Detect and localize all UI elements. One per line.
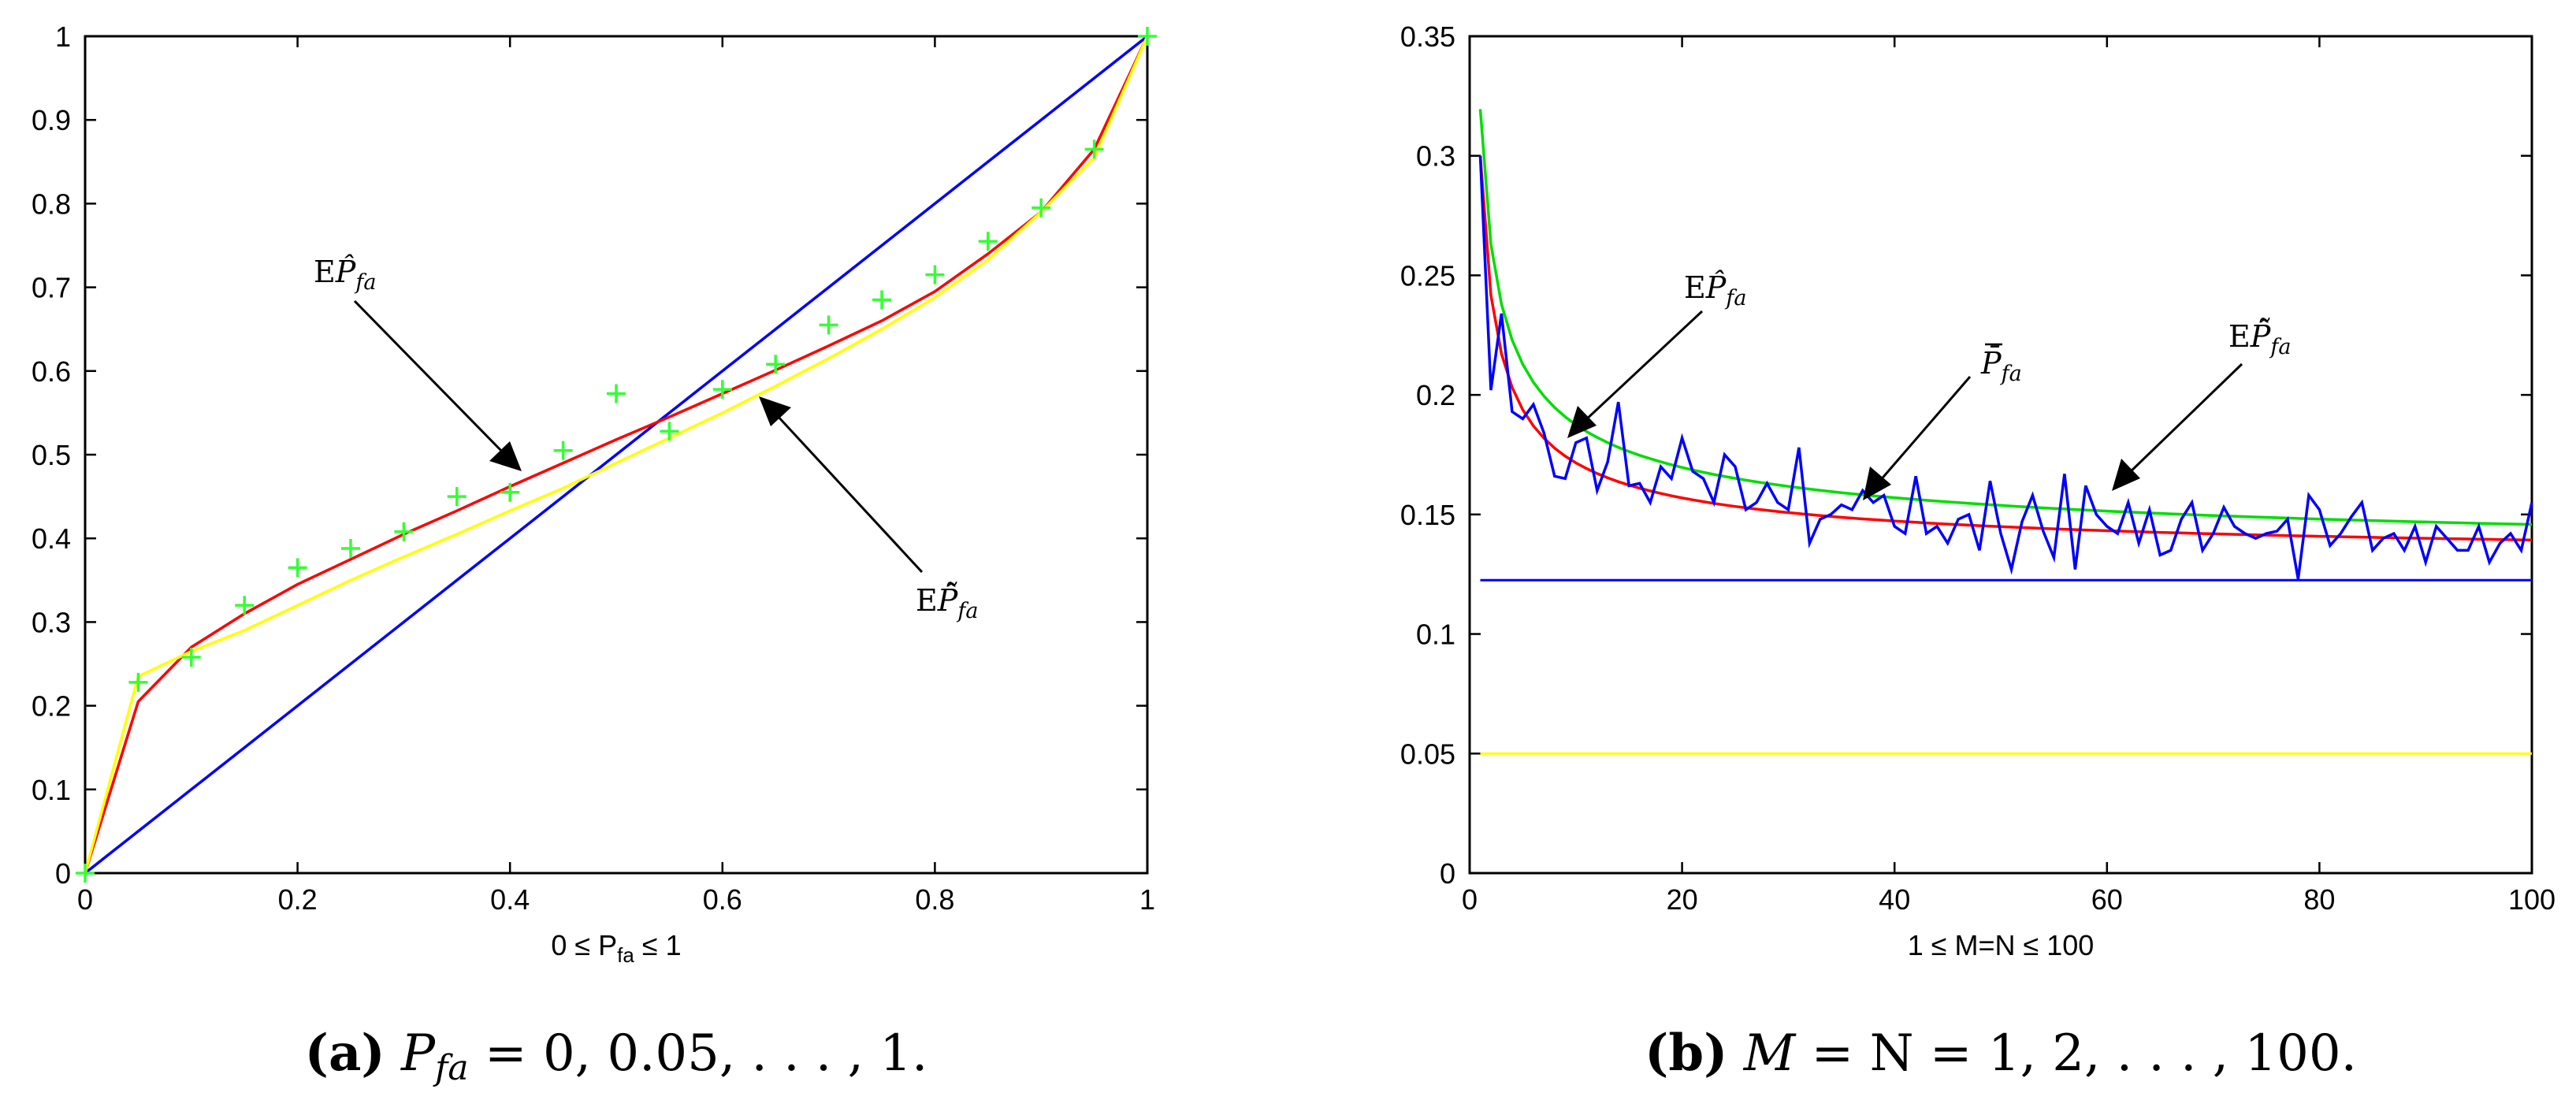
annotation-ehat-b-label: EP̂fa [1684,270,1746,310]
data-point-marker [660,422,679,441]
plot-area-b [1468,35,2533,875]
annotation-ehat-a-arrowhead [489,441,522,471]
annotation-ehattilde-a-arrowhead [759,396,791,426]
y-tick-label: 0.05 [1400,738,1455,770]
x-tick-label: 0.8 [915,883,954,916]
data-point-marker [819,315,838,335]
x-tick-label: 60 [2091,883,2123,916]
data-point-marker [1032,198,1051,217]
annotation-ehat-b-arrow [1582,310,1704,423]
y-tick-label: 0.35 [1400,20,1455,53]
x-tick-label: 0.6 [703,883,742,916]
data-point-marker [1084,139,1104,159]
x-tick-label: 20 [1667,883,1698,916]
axis-ticks-b: 0 20 40 60 80 100 0 0.05 0.1 0.15 0.2 0.25 0.3 0.35 [1400,20,2556,916]
x-axis-label-b: 1 ≤ M=N ≤ 100 [1908,929,2095,961]
series-layer-a [76,27,1157,883]
x-tick-label: 0 [1462,883,1478,916]
y-tick-label: 0.7 [32,272,71,304]
annotation-ehat-a: EP̂fa [314,255,522,471]
data-point-marker [978,232,998,251]
annotation-ehattilde-b-arrow [2126,362,2243,476]
chart-panel-a: 0 0.2 0.4 0.6 0.8 1 0 0.1 0.2 0.3 0.4 0.5 0.6 0.7 0.8 0… [32,20,1157,967]
x-tick-label: 0.2 [278,883,318,916]
data-point-marker [76,864,95,883]
x-tick-label: 100 [2508,883,2556,916]
data-point-marker [553,440,573,460]
data-point-marker [712,380,732,400]
data-point-marker [1138,27,1157,46]
y-tick-label: 0.25 [1400,259,1455,292]
chart-panel-b: 0 20 40 60 80 100 0 0.05 0.1 0.15 0.2 0.25 0.3 0.35 1… [1400,20,2556,961]
x-axis-label-a: 0 ≤ Pfa ≤ 1 [551,929,681,967]
x-tick-label: 80 [2303,883,2335,916]
data-point-marker [288,558,307,578]
annotation-pbar-b: P̄fa [1863,343,2022,500]
annotation-pbar-b-arrowhead [1863,467,1891,500]
annotation-ehattilde-b-arrowhead [2112,459,2140,491]
y-tick-label: 1 [55,20,71,53]
series-line-e-p-fa [1478,155,2533,542]
x-tick-label: 40 [1879,883,1910,916]
y-tick-label: 0.2 [32,690,71,723]
y-tick-label: 0.15 [1400,499,1455,531]
data-point-marker [500,482,520,502]
series-line-diagonal [84,35,1149,875]
data-point-marker [925,265,945,284]
annotation-ehat-b: EP̂fa [1567,270,1746,438]
y-tick-label: 0.1 [32,774,71,806]
caption-b: (b) M = N = 1, 2, . . . , 100. [1645,1024,2357,1083]
y-tick-label: 0.5 [32,439,71,471]
annotation-pbar-b-arrow [1878,376,1972,482]
data-point-marker [447,487,467,507]
axis-ticks-a: 0 0.2 0.4 0.6 0.8 1 0 0.1 0.2 0.3 0.4 0.5 0.6 0.7 0.8 0… [32,20,1155,916]
data-point-marker [872,290,891,310]
series-line-e-p-fa [84,35,1149,874]
y-tick-label: 0.6 [32,355,71,388]
data-point-marker [394,522,414,541]
y-tick-label: 0.9 [32,104,71,136]
annotation-ehat-a-label: EP̂fa [314,255,376,295]
y-tick-label: 0.8 [32,188,71,220]
series-layer-b [1478,109,2533,755]
data-point-marker [128,672,148,692]
annotation-ehattilde-a: EP̂̃fa [759,396,978,623]
y-tick-label: 0.3 [1416,140,1455,173]
annotation-ehattilde-a-label: EP̂̃fa [916,582,978,623]
y-tick-label: 0.4 [32,522,71,555]
x-tick-label: 0.4 [490,883,530,916]
series-line-p-fa [1478,155,2533,580]
y-tick-label: 0.2 [1416,379,1455,411]
caption-a: (a) Pfa = 0, 0.05, . . . , 1. [305,1024,928,1088]
series-line-e-p-fa [1478,109,2533,526]
y-tick-label: 0.1 [1416,619,1455,651]
y-tick-label: 0 [55,857,71,890]
annotation-ehattilde-b-label: EP̂̃fa [2228,318,2291,359]
annotation-ehat-a-arrow [353,299,506,455]
data-point-marker [607,384,626,403]
series-line-e-p-fa [84,35,1149,874]
y-tick-label: 0 [1440,857,1455,890]
data-point-marker [235,596,255,615]
x-tick-label: 0 [77,883,93,916]
y-tick-label: 0.3 [32,606,71,638]
data-point-marker [766,355,786,374]
annotation-ehattilde-a-arrow [775,413,924,574]
data-point-marker [181,648,201,667]
data-point-marker [341,538,360,558]
annotation-pbar-b-label: P̄fa [1980,346,2022,386]
x-tick-label: 1 [1139,883,1155,916]
annotation-ehattilde-b: EP̂̃fa [2112,318,2291,491]
annotation-ehat-b-arrowhead [1567,406,1597,438]
